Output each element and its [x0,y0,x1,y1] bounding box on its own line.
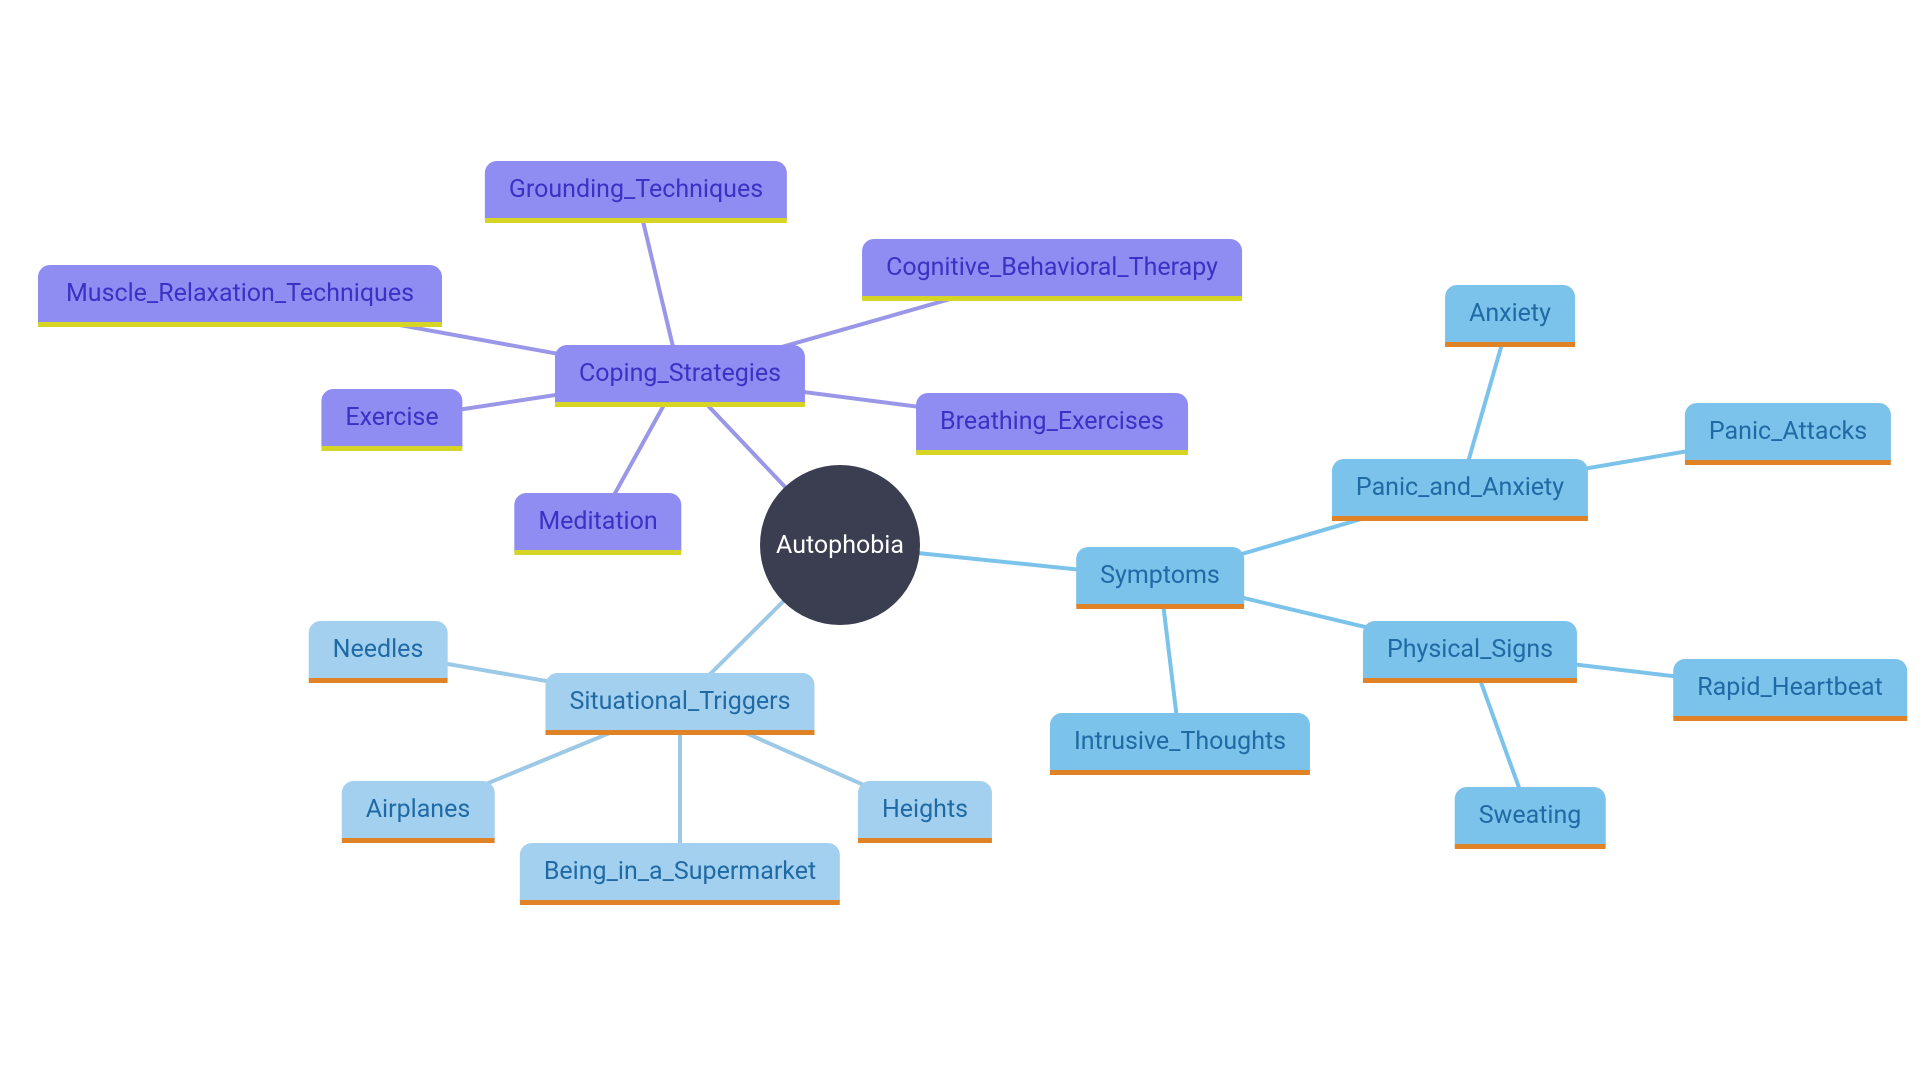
node-sweating[interactable]: Sweating [1455,787,1606,849]
node-supermarket[interactable]: Being_in_a_Supermarket [520,843,840,905]
node-airplanes[interactable]: Airplanes [342,781,495,843]
node-breathing[interactable]: Breathing_Exercises [916,393,1188,455]
node-physical[interactable]: Physical_Signs [1363,621,1577,683]
node-needles[interactable]: Needles [309,621,448,683]
node-heartbeat[interactable]: Rapid_Heartbeat [1673,659,1907,721]
node-muscle[interactable]: Muscle_Relaxation_Techniques [38,265,442,327]
node-triggers[interactable]: Situational_Triggers [545,673,814,735]
node-exercise[interactable]: Exercise [321,389,462,451]
edge-layer [0,0,1920,1080]
center-node[interactable]: Autophobia [760,465,920,625]
node-coping[interactable]: Coping_Strategies [555,345,805,407]
node-cbt[interactable]: Cognitive_Behavioral_Therapy [862,239,1242,301]
node-panic_anx[interactable]: Panic_and_Anxiety [1332,459,1588,521]
node-symptoms[interactable]: Symptoms [1076,547,1244,609]
node-heights[interactable]: Heights [858,781,992,843]
node-panic_attacks[interactable]: Panic_Attacks [1685,403,1891,465]
node-intrusive[interactable]: Intrusive_Thoughts [1050,713,1310,775]
node-meditation[interactable]: Meditation [514,493,681,555]
node-grounding[interactable]: Grounding_Techniques [485,161,787,223]
node-anxiety[interactable]: Anxiety [1445,285,1575,347]
